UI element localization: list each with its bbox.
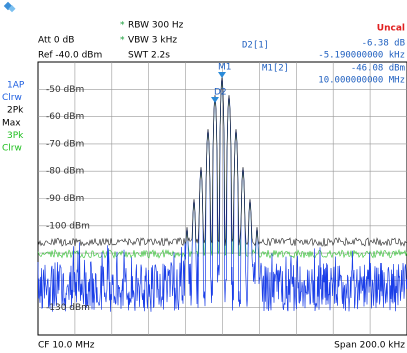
level-label: -60 dBm bbox=[46, 112, 84, 122]
m1-freq: 10.000000000 MHz bbox=[318, 76, 405, 86]
center-freq: CF 10.0 MHz bbox=[38, 341, 95, 351]
m1-label: M1[2] bbox=[262, 64, 289, 74]
d2-label: D2[1] bbox=[242, 41, 269, 51]
trace-label: Max bbox=[2, 118, 21, 128]
level-labels: -50 dBm -60 dBm -70 dBm -80 dBm -90 dBm -100 … bbox=[46, 85, 90, 313]
d2-tag: D2 bbox=[214, 88, 227, 98]
d2-value: -6.38 dB bbox=[362, 39, 405, 49]
level-label: -80 dBm bbox=[46, 167, 84, 177]
grid bbox=[38, 62, 407, 335]
span: Span 200.0 kHz bbox=[334, 341, 405, 351]
level-label: -100 dBm bbox=[46, 221, 90, 231]
level-label: -90 dBm bbox=[46, 194, 84, 204]
ref-level: Ref -40.0 dBm bbox=[38, 51, 102, 61]
d2-marker bbox=[211, 97, 219, 103]
app-icon bbox=[3, 1, 16, 13]
trace-label: Clrw bbox=[2, 144, 22, 154]
trace-label: 3Pk bbox=[7, 131, 24, 141]
trace-2 bbox=[37, 76, 407, 247]
vbw-star: * bbox=[120, 36, 125, 46]
d2-freq: -5.190000000 kHz bbox=[318, 51, 405, 61]
trace-label: 1AP bbox=[7, 81, 25, 91]
vbw: VBW 3 kHz bbox=[128, 36, 177, 46]
m1-tag: M1 bbox=[218, 63, 232, 73]
swt: SWT 2.2s bbox=[128, 51, 170, 61]
trace-label: 2Pk bbox=[7, 106, 24, 116]
level-label: -130 dBm bbox=[46, 303, 90, 313]
rbw-star: * bbox=[120, 21, 125, 31]
uncal: Uncal bbox=[377, 24, 405, 34]
trace-label: Clrw bbox=[2, 93, 22, 103]
level-label: -50 dBm bbox=[46, 85, 84, 95]
m1-marker bbox=[218, 72, 226, 78]
traces bbox=[37, 76, 407, 312]
m1-value: -46.08 dBm bbox=[351, 64, 405, 74]
att: Att 0 dB bbox=[38, 36, 74, 46]
trace-labels: 1AP Clrw 2Pk Max 3Pk Clrw bbox=[2, 81, 25, 154]
rbw: RBW 300 Hz bbox=[128, 21, 184, 31]
level-label: -70 dBm bbox=[46, 139, 84, 149]
